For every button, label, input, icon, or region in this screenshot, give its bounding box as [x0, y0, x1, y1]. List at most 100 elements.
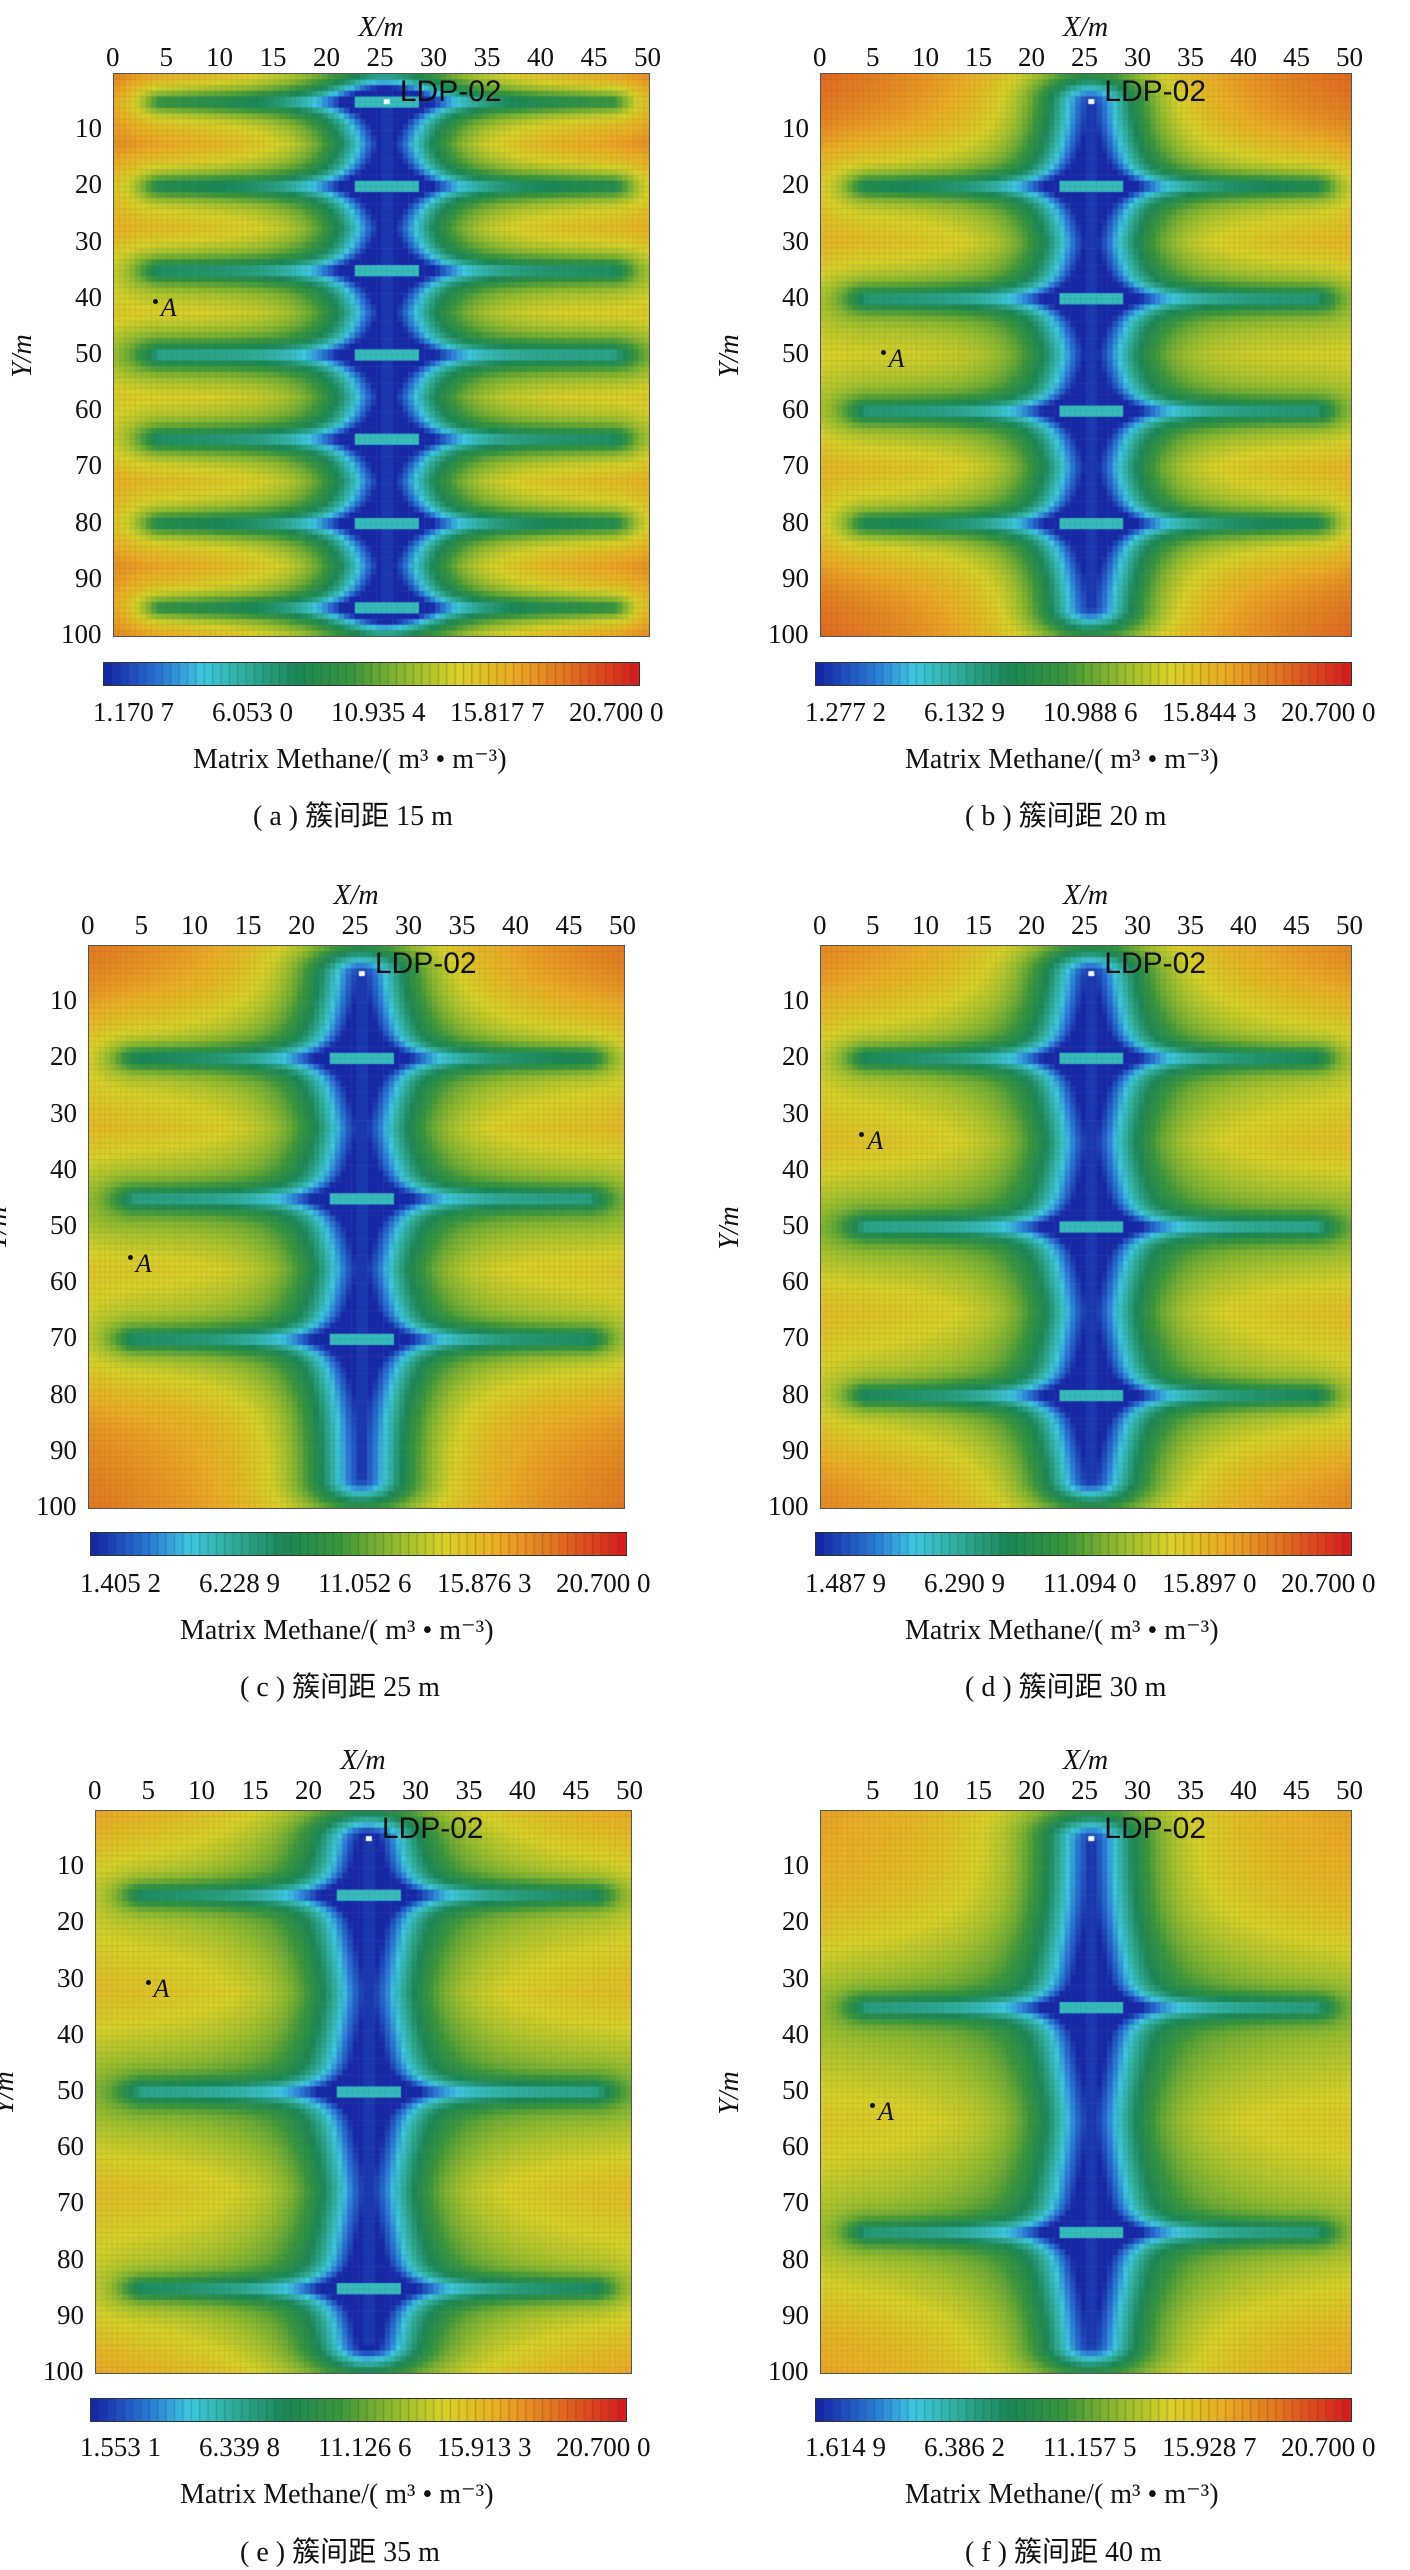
- point-label: A: [878, 2097, 894, 2127]
- y-tick-label: 20: [57, 1906, 84, 1937]
- x-tick-label: 10: [912, 1775, 939, 1805]
- y-tick-label: 70: [782, 2187, 809, 2218]
- colorbar-tick-label: 1.553 1: [80, 2432, 161, 2462]
- colorbar-tick-label: 20.700 0: [1281, 2432, 1376, 2462]
- point-a-marker: A: [152, 293, 177, 323]
- colorbar-tick-label: 15.817 7: [450, 697, 545, 727]
- heatmap-plot-area: [113, 73, 650, 637]
- x-tick-label: 20: [288, 910, 315, 940]
- colorbar-tick-label: 11.052 6: [318, 1568, 412, 1598]
- point-a-marker: A: [880, 343, 905, 374]
- x-tick-label: 0: [106, 42, 120, 72]
- x-axis-title: X/m: [358, 12, 404, 43]
- x-tick-label: 25: [1071, 1775, 1098, 1805]
- panel-caption: ( a ) 簇间距 15 m: [253, 801, 453, 832]
- x-tick-label: 30: [1124, 1775, 1151, 1805]
- y-tick-label: 90: [782, 1434, 809, 1465]
- y-tick-label: 90: [57, 2299, 84, 2330]
- well-label: LDP-02: [374, 947, 477, 980]
- point-dot: [880, 349, 886, 355]
- panel-caption: ( b ) 簇间距 20 m: [965, 801, 1167, 832]
- x-tick-label: 30: [1124, 910, 1151, 940]
- x-tick-label: 25: [341, 910, 369, 940]
- y-tick-label: 90: [50, 1434, 77, 1465]
- colorbar-tick-label: 11.157 5: [1043, 2432, 1137, 2462]
- y-tick-label: 60: [75, 394, 102, 425]
- y-tick-label: 50: [782, 1210, 809, 1240]
- well-label: LDP-02: [399, 75, 502, 108]
- x-axis-title: X/m: [340, 1745, 386, 1776]
- y-tick-label: 40: [782, 1153, 809, 1184]
- heatmap-canvas: [821, 946, 1351, 1508]
- y-tick-label: 60: [50, 1266, 77, 1297]
- x-tick-label: 5: [866, 910, 880, 940]
- colorbar-tick-label: 1.614 9: [805, 2432, 886, 2462]
- x-tick-label: 0: [81, 910, 95, 940]
- y-tick-label: 10: [57, 1850, 84, 1881]
- x-tick-label: 10: [912, 42, 939, 72]
- x-tick-label: 50: [616, 1775, 643, 1805]
- colorbar-tick-label: 10.935 4: [331, 697, 426, 727]
- y-tick-label: 30: [50, 1097, 77, 1128]
- y-tick-label: 30: [782, 225, 809, 256]
- y-tick-label: 70: [57, 2187, 84, 2218]
- y-tick-label: 50: [50, 1210, 77, 1240]
- y-tick-label: 100: [36, 1491, 77, 1521]
- colorbar-tick-label: 20.700 0: [556, 1568, 651, 1598]
- x-tick-label: 0: [813, 42, 827, 72]
- y-tick-label: 70: [782, 450, 809, 481]
- y-tick-label: 40: [782, 281, 809, 312]
- x-tick-label: 45: [580, 42, 608, 72]
- y-tick-label: 50: [57, 2075, 84, 2105]
- x-axis-title: X/m: [1063, 880, 1109, 911]
- colorbar-tick-label: 6.132 9: [924, 697, 1005, 727]
- colorbar-tick-label: 20.700 0: [556, 2432, 651, 2462]
- point-label: A: [867, 1125, 884, 1155]
- point-label: A: [153, 1973, 170, 2003]
- colorbar-tick-label: 11.126 6: [318, 2432, 412, 2462]
- y-tick-label: 80: [57, 2243, 84, 2274]
- y-tick-label: 80: [782, 2243, 809, 2274]
- y-axis-title: Y/m: [713, 334, 745, 378]
- point-a-marker: A: [859, 1126, 883, 1156]
- colorbar-tick-label: 1.277 2: [805, 697, 886, 727]
- x-tick-label: 45: [1283, 1775, 1310, 1805]
- x-tick-label: 50: [1336, 910, 1363, 940]
- x-tick-label: 50: [634, 42, 661, 72]
- x-tick-label: 15: [259, 42, 287, 72]
- colorbar: [815, 1532, 1352, 1556]
- x-tick-label: 5: [141, 1775, 156, 1805]
- y-axis-title: Y/m: [713, 2071, 745, 2115]
- heatmap-plot-area: [820, 73, 1352, 637]
- colorbar-tick-label: 6.386 2: [924, 2432, 1005, 2462]
- x-tick-label: 45: [562, 1775, 590, 1805]
- x-tick-label: 35: [1177, 910, 1204, 940]
- y-tick-label: 60: [782, 2131, 809, 2162]
- heatmap-canvas: [821, 74, 1351, 636]
- y-tick-label: 100: [768, 2356, 809, 2386]
- y-tick-label: 90: [75, 562, 102, 593]
- point-label: A: [135, 1249, 152, 1279]
- panel-caption: ( f ) 簇间距 40 m: [965, 2537, 1162, 2568]
- y-tick-label: 100: [61, 619, 102, 649]
- x-tick-label: 40: [502, 910, 529, 940]
- point-label: A: [160, 293, 177, 323]
- colorbar-label: Matrix Methane/( m³ • m⁻³): [180, 2479, 494, 2510]
- y-tick-label: 20: [75, 169, 102, 200]
- heatmap-plot-area: [820, 945, 1352, 1509]
- x-tick-label: 10: [206, 42, 233, 72]
- y-tick-label: 40: [75, 281, 102, 312]
- x-tick-label: 20: [1018, 910, 1045, 940]
- colorbar-tick-label: 15.876 3: [437, 1568, 532, 1598]
- x-tick-label: 15: [241, 1775, 269, 1805]
- colorbar-tick-label: 15.897 0: [1162, 1568, 1257, 1598]
- x-tick-label: 40: [1230, 42, 1257, 72]
- y-tick-label: 50: [782, 338, 809, 368]
- y-tick-label: 70: [75, 450, 102, 481]
- point-label: A: [888, 343, 905, 373]
- x-tick-label: 45: [1283, 42, 1310, 72]
- colorbar-tick-label: 15.928 7: [1162, 2432, 1257, 2462]
- y-tick-label: 40: [57, 2018, 84, 2049]
- y-tick-label: 20: [782, 1041, 809, 1072]
- colorbar-tick-label: 6.339 8: [199, 2432, 280, 2462]
